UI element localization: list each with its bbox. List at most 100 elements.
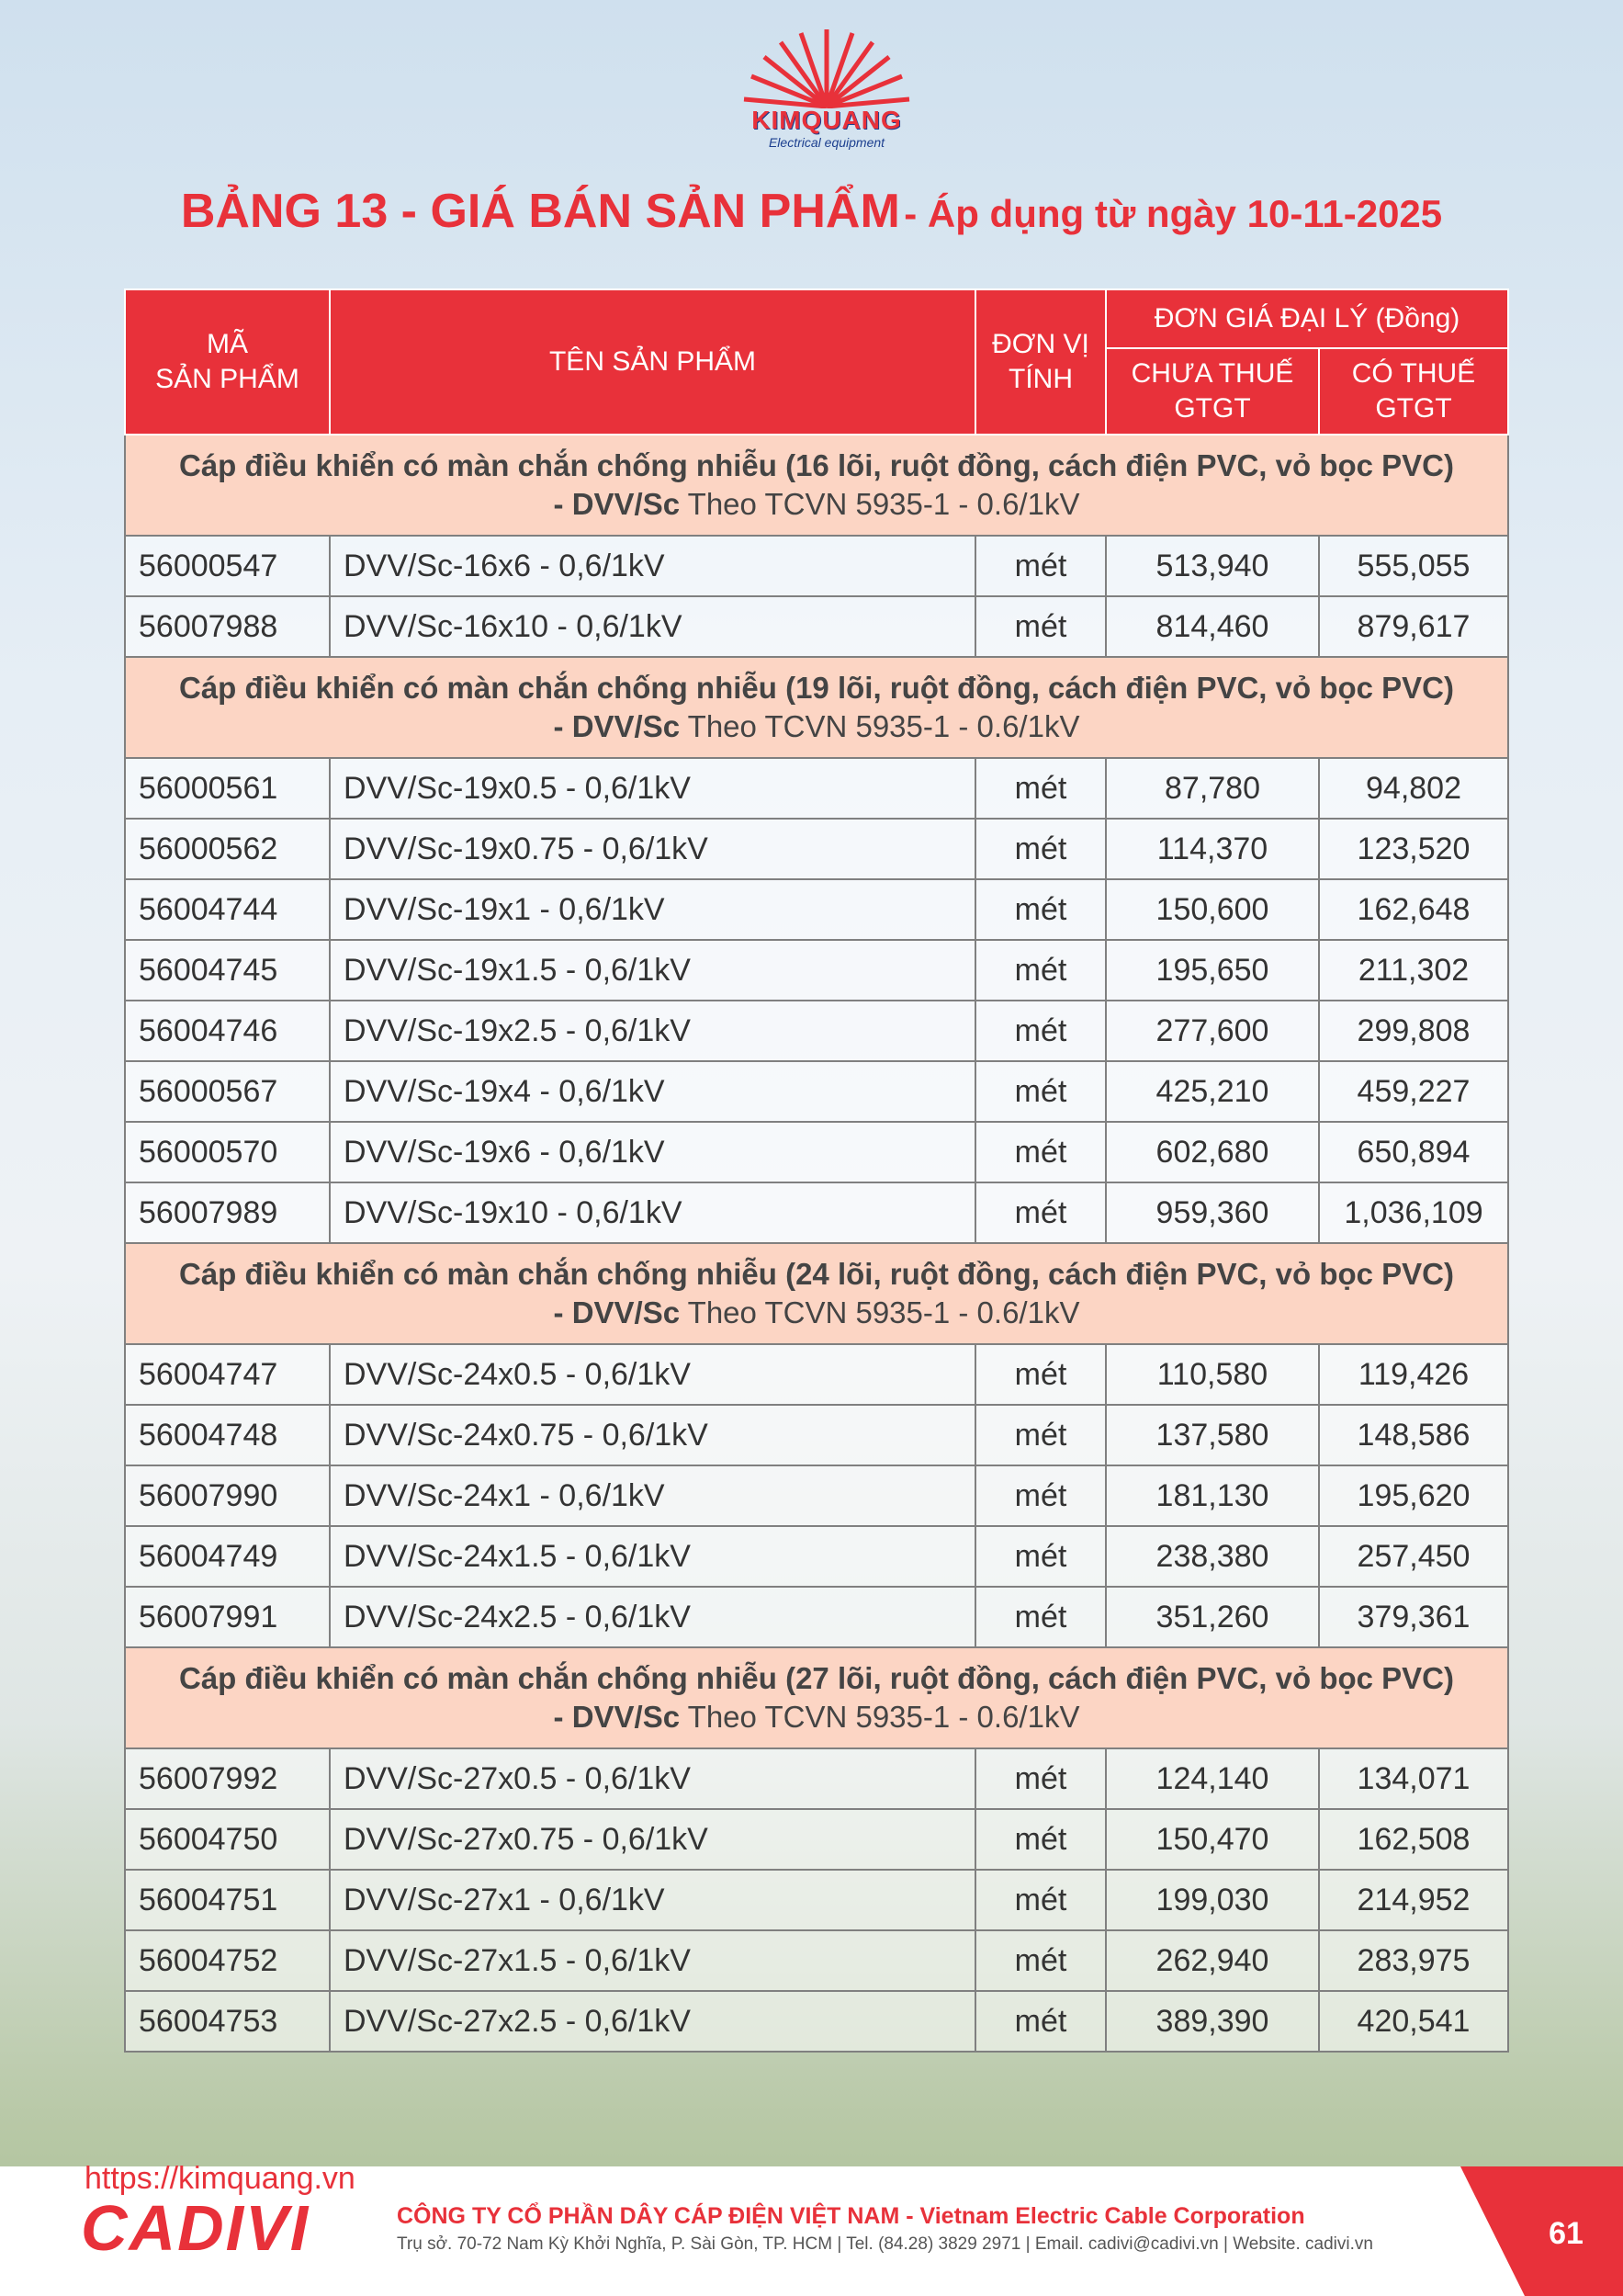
product-name: DVV/Sc-19x0.5 - 0,6/1kV bbox=[329, 757, 976, 820]
header-text: SẢN PHẨM bbox=[155, 364, 299, 394]
price-with-tax: 211,302 bbox=[1317, 939, 1510, 1001]
price-with-tax: 459,227 bbox=[1317, 1060, 1510, 1123]
price-pre-tax: 238,380 bbox=[1105, 1525, 1320, 1588]
product-code: 56007988 bbox=[124, 595, 331, 658]
price-table: MÃ SẢN PHẨM TÊN SẢN PHẨM ĐƠN VỊ TÍNH ĐƠN G… bbox=[123, 288, 1510, 2053]
product-name: DVV/Sc-19x0.75 - 0,6/1kV bbox=[329, 818, 976, 880]
product-row: 56004749 DVV/Sc-24x1.5 - 0,6/1kV mét 238,38… bbox=[124, 1525, 1510, 1588]
product-name: DVV/Sc-24x0.75 - 0,6/1kV bbox=[329, 1404, 976, 1466]
price-pre-tax: 150,600 bbox=[1105, 878, 1320, 941]
title-sub: - Áp dụng từ ngày 10-11-2025 bbox=[904, 192, 1443, 235]
section-standard: Theo TCVN 5935-1 - 0.6/1kV bbox=[687, 709, 1080, 743]
unit: mét bbox=[975, 1060, 1107, 1123]
product-row: 56004753 DVV/Sc-27x2.5 - 0,6/1kV mét 389,39… bbox=[124, 1990, 1510, 2053]
header-price-group: ĐƠN GIÁ ĐẠI LÝ (Đồng) bbox=[1104, 288, 1510, 349]
footer-company: CÔNG TY CỔ PHẦN DÂY CÁP ĐIỆN VIỆT NAM - … bbox=[397, 2203, 1305, 2229]
header-pre-tax: CHƯA THUẾ GTGT bbox=[1105, 347, 1320, 435]
product-name: DVV/Sc-27x2.5 - 0,6/1kV bbox=[329, 1990, 976, 2053]
product-row: 56000567 DVV/Sc-19x4 - 0,6/1kV mét 425,210 4… bbox=[124, 1060, 1510, 1123]
product-code: 56004750 bbox=[124, 1808, 331, 1871]
header-text: CÓ THUẾ bbox=[1351, 358, 1476, 389]
product-row: 56004746 DVV/Sc-19x2.5 - 0,6/1kV mét 277,60… bbox=[124, 1000, 1510, 1062]
product-code: 56004749 bbox=[124, 1525, 331, 1588]
price-pre-tax: 389,390 bbox=[1105, 1990, 1320, 2053]
product-row: 56000561 DVV/Sc-19x0.5 - 0,6/1kV mét 87,780… bbox=[124, 757, 1510, 820]
section-standard: Theo TCVN 5935-1 - 0.6/1kV bbox=[687, 1295, 1080, 1329]
section-cell: Cáp điều khiển có màn chắn chống nhiễu (… bbox=[123, 1646, 1510, 1749]
title: BẢNG 13 - GIÁ BÁN SẢN PHẨM - Áp dụng từ … bbox=[0, 184, 1623, 239]
header-unit: ĐƠN VỊ TÍNH bbox=[975, 288, 1107, 435]
product-name: DVV/Sc-19x6 - 0,6/1kV bbox=[329, 1121, 976, 1183]
product-code: 56004748 bbox=[124, 1404, 331, 1466]
footer bbox=[0, 2166, 1623, 2296]
product-name: DVV/Sc-19x1 - 0,6/1kV bbox=[329, 878, 976, 941]
product-code: 56004751 bbox=[124, 1869, 331, 1931]
price-with-tax: 162,508 bbox=[1317, 1808, 1510, 1871]
unit: mét bbox=[975, 1747, 1107, 1810]
price-with-tax: 650,894 bbox=[1317, 1121, 1510, 1183]
product-code: 56000561 bbox=[124, 757, 331, 820]
product-row: 56007988 DVV/Sc-16x10 - 0,6/1kV mét 814,460… bbox=[124, 595, 1510, 658]
unit: mét bbox=[975, 1404, 1107, 1466]
product-row: 56004748 DVV/Sc-24x0.75 - 0,6/1kV mét 137,5… bbox=[124, 1404, 1510, 1466]
product-code: 56004745 bbox=[124, 939, 331, 1001]
product-code: 56004753 bbox=[124, 1990, 331, 2053]
product-code: 56007990 bbox=[124, 1465, 331, 1527]
product-code: 56004744 bbox=[124, 878, 331, 941]
price-pre-tax: 110,580 bbox=[1105, 1343, 1320, 1406]
product-name: DVV/Sc-19x10 - 0,6/1kV bbox=[329, 1182, 976, 1244]
product-row: 56007991 DVV/Sc-24x2.5 - 0,6/1kV mét 351,26… bbox=[124, 1586, 1510, 1648]
price-with-tax: 283,975 bbox=[1317, 1929, 1510, 1992]
footer-url: https://kimquang.vn bbox=[85, 2161, 355, 2196]
price-with-tax: 148,586 bbox=[1317, 1404, 1510, 1466]
price-with-tax: 119,426 bbox=[1317, 1343, 1510, 1406]
price-with-tax: 879,617 bbox=[1317, 595, 1510, 658]
section-cell: Cáp điều khiển có màn chắn chống nhiễu (… bbox=[123, 434, 1510, 537]
product-code: 56000547 bbox=[124, 535, 331, 597]
unit: mét bbox=[975, 878, 1107, 941]
header-text: MÃ bbox=[207, 329, 248, 359]
price-pre-tax: 277,600 bbox=[1105, 1000, 1320, 1062]
section-title: Cáp điều khiển có màn chắn chống nhiễu (… bbox=[179, 1257, 1454, 1291]
product-name: DVV/Sc-27x0.5 - 0,6/1kV bbox=[329, 1747, 976, 1810]
unit: mét bbox=[975, 1000, 1107, 1062]
price-pre-tax: 199,030 bbox=[1105, 1869, 1320, 1931]
product-name: DVV/Sc-16x6 - 0,6/1kV bbox=[329, 535, 976, 597]
price-with-tax: 134,071 bbox=[1317, 1747, 1510, 1810]
product-name: DVV/Sc-19x4 - 0,6/1kV bbox=[329, 1060, 976, 1123]
unit: mét bbox=[975, 939, 1107, 1001]
footer-address: Trụ sở. 70-72 Nam Kỳ Khởi Nghĩa, P. Sài … bbox=[397, 2234, 1373, 2254]
section-model: - DVV/Sc bbox=[553, 1295, 681, 1329]
product-name: DVV/Sc-24x2.5 - 0,6/1kV bbox=[329, 1586, 976, 1648]
section-model: - DVV/Sc bbox=[553, 487, 681, 521]
logo: KIMQUANG Electrical equipment bbox=[735, 26, 919, 154]
logo-brand: KIMQUANG bbox=[751, 106, 902, 134]
unit: mét bbox=[975, 595, 1107, 658]
product-row: 56000562 DVV/Sc-19x0.75 - 0,6/1kV mét 114,3… bbox=[124, 818, 1510, 880]
price-with-tax: 123,520 bbox=[1317, 818, 1510, 880]
price-with-tax: 195,620 bbox=[1317, 1465, 1510, 1527]
price-with-tax: 94,802 bbox=[1317, 757, 1510, 820]
price-with-tax: 214,952 bbox=[1317, 1869, 1510, 1931]
product-code: 56007992 bbox=[124, 1747, 331, 1810]
price-pre-tax: 262,940 bbox=[1105, 1929, 1320, 1992]
title-main: BẢNG 13 - GIÁ BÁN SẢN PHẨM bbox=[180, 185, 900, 238]
page-number: 61 bbox=[1549, 2216, 1584, 2251]
unit: mét bbox=[975, 1808, 1107, 1871]
unit: mét bbox=[975, 818, 1107, 880]
price-pre-tax: 124,140 bbox=[1105, 1747, 1320, 1810]
unit: mét bbox=[975, 757, 1107, 820]
section-title: Cáp điều khiển có màn chắn chống nhiễu (… bbox=[179, 448, 1454, 482]
unit: mét bbox=[975, 535, 1107, 597]
product-name: DVV/Sc-24x1 - 0,6/1kV bbox=[329, 1465, 976, 1527]
section-row: Cáp điều khiển có màn chắn chống nhiễu (… bbox=[123, 1242, 1510, 1345]
header-text: ĐƠN VỊ bbox=[992, 329, 1089, 359]
product-code: 56000567 bbox=[124, 1060, 331, 1123]
section-row: Cáp điều khiển có màn chắn chống nhiễu (… bbox=[123, 656, 1510, 759]
unit: mét bbox=[975, 1525, 1107, 1588]
header-text: CHƯA THUẾ bbox=[1131, 358, 1294, 389]
product-row: 56004745 DVV/Sc-19x1.5 - 0,6/1kV mét 195,65… bbox=[124, 939, 1510, 1001]
section-standard: Theo TCVN 5935-1 - 0.6/1kV bbox=[687, 1700, 1080, 1734]
unit: mét bbox=[975, 1929, 1107, 1992]
